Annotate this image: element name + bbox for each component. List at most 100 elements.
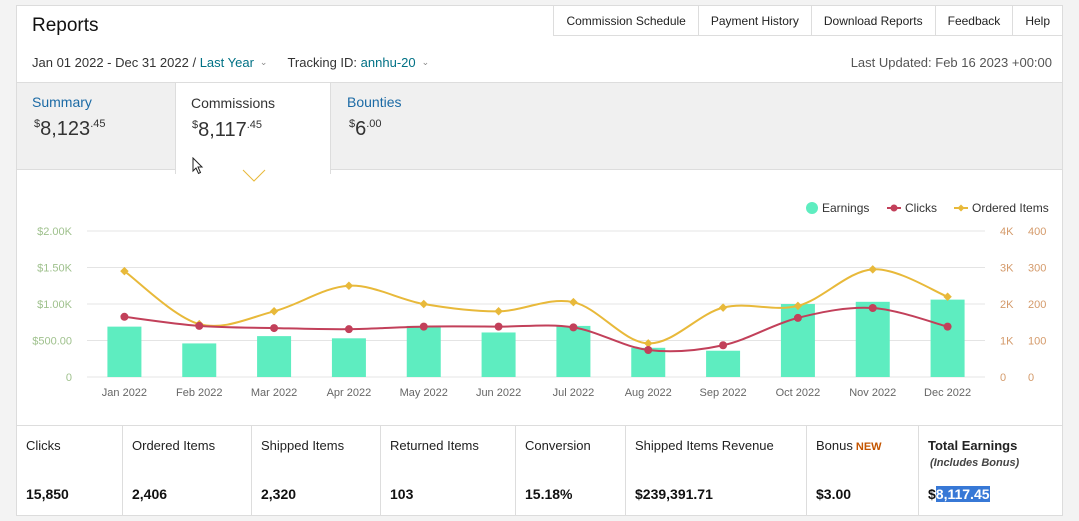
tab-bounties-value: $6.00 — [349, 118, 382, 140]
stat-label: Shipped Items Revenue — [635, 438, 774, 453]
filter-bar: Jan 01 2022 - Dec 31 2022 / Last Year ⌄ … — [32, 55, 449, 70]
stats-bar: Clicks 15,850 Ordered Items 2,406 Shippe… — [17, 425, 1062, 516]
stat-value: 2,320 — [261, 486, 297, 502]
bar-earnings — [107, 326, 142, 377]
new-badge: NEW — [855, 441, 882, 453]
nav-help[interactable]: Help — [1025, 13, 1050, 28]
bar-earnings — [855, 301, 890, 377]
x-tick-label: Jun 2022 — [476, 387, 521, 399]
tab-summary-value: $8,123.45 — [34, 118, 106, 140]
point-ordered-items — [868, 265, 877, 274]
stat-label: Total Earnings — [928, 438, 1018, 453]
date-range: Jan 01 2022 - Dec 31 2022 / — [32, 55, 197, 70]
point-ordered-items — [419, 299, 428, 309]
x-tick-label: Dec 2022 — [924, 387, 971, 399]
point-clicks — [569, 323, 578, 332]
chart-svg: 0 $500.00 $1.00K $1.50K $2.00K 0 1K 2K 3K 4K 0 100 2… — [32, 201, 1048, 399]
y-right-outer-tick: 0 — [1000, 372, 1006, 384]
bar-earnings — [930, 299, 965, 377]
bar-earnings — [257, 336, 292, 377]
tab-commissions[interactable]: Commissions $8,117.45 — [175, 82, 331, 174]
y-right-inner-tick: 300 — [1028, 263, 1046, 275]
y-left-tick: $1.50K — [37, 263, 73, 275]
earnings-chart: 0 $500.00 $1.00K $1.50K $2.00K 0 1K 2K 3K 4K 0 100 2… — [17, 171, 1062, 426]
period-dropdown[interactable]: Last Year — [199, 55, 254, 70]
point-ordered-items — [269, 307, 279, 316]
point-clicks — [719, 341, 728, 350]
point-clicks — [419, 322, 428, 331]
point-clicks — [793, 313, 802, 322]
stat-shipped-revenue: Shipped Items Revenue $239,391.71 — [626, 426, 807, 516]
x-tick-label: Feb 2022 — [176, 387, 222, 399]
stat-returned-items: Returned Items 103 — [381, 426, 516, 516]
legend-earnings-swatch — [806, 202, 818, 214]
legend-clicks-label: Clicks — [905, 201, 937, 215]
stat-shipped-items: Shipped Items 2,320 — [252, 426, 381, 516]
nav-feedback[interactable]: Feedback — [936, 6, 1014, 35]
point-ordered-items — [344, 281, 354, 290]
x-tick-label: Mar 2022 — [251, 387, 297, 399]
line-ordered-items — [123, 268, 948, 345]
stat-total-earnings: Total Earnings (Includes Bonus) $8,117.4… — [919, 426, 1062, 516]
bar-earnings — [556, 325, 591, 377]
selected-text[interactable]: 8,117.45 — [935, 486, 990, 502]
bar-earnings — [481, 332, 516, 377]
point-clicks — [868, 304, 877, 313]
x-tick-label: Sep 2022 — [700, 387, 747, 399]
x-tick-label: Apr 2022 — [327, 387, 372, 399]
x-tick-label: Jul 2022 — [553, 387, 595, 399]
tab-summary-label: Summary — [32, 94, 92, 110]
bar-earnings — [706, 350, 741, 377]
point-clicks — [494, 322, 503, 331]
stat-value: $239,391.71 — [635, 486, 713, 502]
stat-ordered-items: Ordered Items 2,406 — [123, 426, 252, 516]
point-ordered-items — [718, 303, 728, 312]
y-right-outer-tick: 3K — [1000, 263, 1014, 275]
nav-download-reports[interactable]: Download Reports — [812, 6, 936, 35]
stat-value: 2,406 — [132, 486, 168, 502]
legend-clicks-swatch — [890, 204, 898, 212]
point-ordered-items — [494, 307, 503, 316]
point-clicks — [943, 322, 952, 331]
page-title: Reports — [32, 15, 99, 36]
x-tick-label: May 2022 — [400, 387, 448, 399]
point-clicks — [344, 325, 353, 334]
report-tabs: Summary $8,123.45 Commissions $8,117.45 … — [17, 82, 1062, 174]
top-nav: Commission Schedule Payment History Down… — [553, 6, 1062, 36]
tab-commissions-label: Commissions — [191, 95, 276, 111]
stat-label: Ordered Items — [132, 438, 216, 453]
stat-clicks: Clicks 15,850 — [17, 426, 123, 516]
y-right-outer-tick: 4K — [1000, 226, 1014, 238]
nav-commission-schedule[interactable]: Commission Schedule — [554, 6, 699, 35]
y-left-tick: $2.00K — [37, 226, 73, 238]
active-tab-pointer-icon — [242, 169, 266, 182]
stat-value: $3.00 — [816, 486, 852, 502]
tab-summary[interactable]: Summary $8,123.45 — [32, 83, 172, 171]
x-tick-label: Aug 2022 — [625, 387, 672, 399]
bar-earnings — [331, 338, 366, 377]
stat-conversion: Conversion 15.18% — [516, 426, 626, 516]
y-right-inner-tick: 200 — [1028, 299, 1046, 311]
chevron-down-icon[interactable]: ⌄ — [259, 57, 268, 67]
point-clicks — [195, 321, 204, 330]
nav-payment-history[interactable]: Payment History — [699, 6, 812, 35]
chevron-down-icon[interactable]: ⌄ — [421, 57, 430, 67]
stat-value: 103 — [390, 486, 414, 502]
stat-label: Bonus NEW — [816, 438, 882, 453]
tab-bounties-label: Bounties — [347, 94, 402, 110]
stat-label: Clicks — [26, 438, 61, 453]
point-clicks — [270, 324, 279, 333]
tracking-id-dropdown[interactable]: annhu-20 — [360, 55, 416, 70]
stat-value[interactable]: $8,117.45 — [928, 486, 990, 502]
x-tick-label: Oct 2022 — [776, 387, 821, 399]
tab-commissions-value: $8,117.45 — [192, 119, 262, 141]
point-ordered-items — [569, 297, 578, 307]
y-right-outer-tick: 1K — [1000, 336, 1014, 348]
last-updated: Last Updated: Feb 16 2023 +00:00 — [850, 55, 1052, 70]
legend-earnings-label: Earnings — [822, 201, 869, 215]
y-right-outer-tick: 2K — [1000, 299, 1014, 311]
stat-label: Returned Items — [390, 438, 479, 453]
line-clicks — [124, 306, 948, 353]
point-clicks — [644, 345, 653, 354]
tab-bounties[interactable]: Bounties $6.00 — [347, 83, 467, 171]
